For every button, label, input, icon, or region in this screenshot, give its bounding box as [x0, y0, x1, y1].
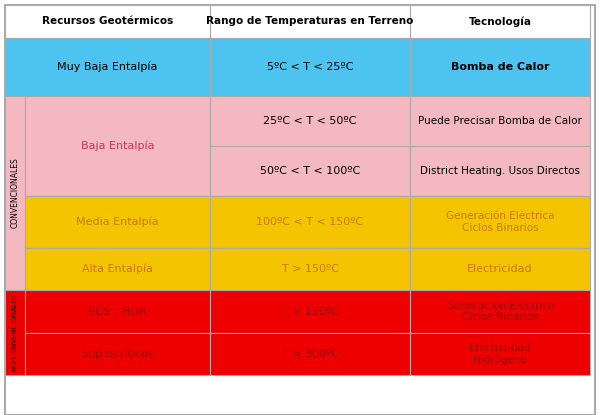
Bar [25, 333, 210, 375]
Text: Puede Precisar Bomba de Calor: Puede Precisar Bomba de Calor [418, 116, 582, 126]
Text: Muy Baja Entalpía: Muy Baja Entalpía [58, 62, 158, 72]
Bar [25, 290, 210, 333]
Text: Alta Entalpía: Alta Entalpía [82, 264, 153, 274]
Text: 5ºC < T < 25ºC: 5ºC < T < 25ºC [267, 62, 353, 72]
Text: Rango de Temperaturas en Terreno: Rango de Temperaturas en Terreno [206, 17, 413, 27]
Text: Generación Eléctrica
Ciclos Binarios: Generación Eléctrica Ciclos Binarios [446, 211, 554, 233]
Text: Bomba de Calor: Bomba de Calor [451, 62, 549, 72]
Bar [210, 38, 410, 96]
Bar [410, 196, 590, 248]
Text: Recursos Geotérmicos: Recursos Geotérmicos [42, 17, 173, 27]
Bar [410, 5, 590, 38]
Text: Electricidad: Electricidad [467, 264, 533, 274]
Bar [410, 290, 590, 333]
Bar [410, 38, 590, 96]
Bar [5, 96, 25, 290]
Bar [210, 290, 410, 333]
Text: Supercríticos: Supercríticos [81, 349, 154, 359]
Bar [410, 146, 590, 196]
Text: T > 150ºC: T > 150ºC [281, 307, 338, 317]
Bar [410, 96, 590, 146]
Bar [210, 96, 410, 146]
Text: T > 150ºC: T > 150ºC [281, 264, 338, 274]
Bar [410, 333, 590, 375]
Bar [210, 196, 410, 248]
Text: CONVENCIONALES: CONVENCIONALES [10, 158, 19, 228]
Text: Generación Eléctrica
Ciclos Binarios: Generación Eléctrica Ciclos Binarios [446, 301, 554, 322]
Bar [25, 96, 210, 196]
Text: 100ºC < T < 150ºC: 100ºC < T < 150ºC [256, 217, 364, 227]
Bar [210, 5, 410, 38]
Text: District Heating. Usos Directos: District Heating. Usos Directos [420, 166, 580, 176]
Bar [410, 248, 590, 290]
Text: Media Entalpía: Media Entalpía [76, 217, 159, 227]
Text: 50ºC < T < 100ºC: 50ºC < T < 100ºC [260, 166, 360, 176]
Bar [210, 248, 410, 290]
Text: 25ºC < T < 50ºC: 25ºC < T < 50ºC [263, 116, 356, 126]
Bar [25, 248, 210, 290]
Text: Baja Entalpía: Baja Entalpía [81, 141, 154, 151]
Text: NO CONVENCIONALES: NO CONVENCIONALES [12, 294, 18, 371]
Bar [210, 333, 410, 375]
Text: Tecnología: Tecnología [469, 16, 532, 27]
Text: Electricidad
Hidrógeno: Electricidad Hidrógeno [469, 343, 531, 365]
Bar [5, 38, 210, 96]
Bar [5, 290, 25, 375]
Text: T > 300ºC: T > 300ºC [281, 349, 338, 359]
Bar [25, 196, 210, 248]
Bar [5, 5, 210, 38]
Text: EGS - HDR: EGS - HDR [88, 307, 146, 317]
Bar [210, 146, 410, 196]
